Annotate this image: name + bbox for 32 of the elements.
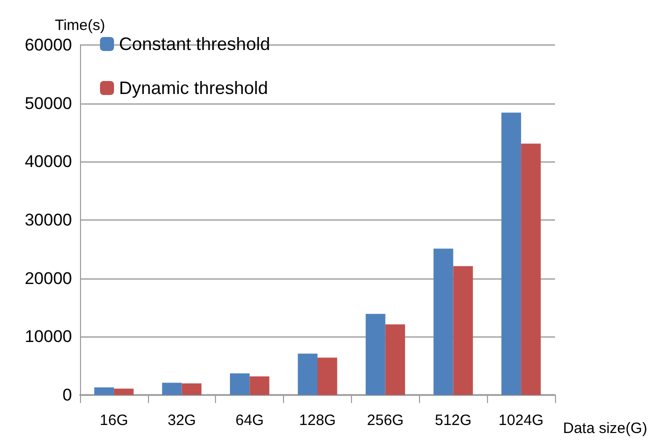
y-axis-title: Time(s) [54,17,106,34]
bar [230,373,250,395]
y-tick-label: 40000 [24,152,72,172]
x-tick-label: 32G [168,412,196,429]
bar [453,266,473,395]
legend-label: Dynamic threshold [119,78,268,98]
y-tick-label: 10000 [24,327,72,346]
y-tick-label: 30000 [24,210,72,230]
bar [366,314,386,395]
bar [501,112,522,395]
bar [434,248,454,395]
bar [298,354,318,395]
x-tick-label: 512G [434,412,472,429]
bar [162,382,182,395]
bar [114,388,134,395]
legend-label: Constant threshold [119,34,270,54]
bar [182,383,202,395]
y-tick-label: 50000 [24,94,72,113]
x-tick-label: 16G [100,412,128,429]
bar [521,144,541,395]
bar [318,358,338,395]
bar [385,324,406,395]
x-axis-title: Data size(G) [563,420,648,437]
bar [250,376,270,395]
x-tick-label: 128G [299,412,336,429]
x-tick-label: 256G [367,412,404,429]
y-tick-label: 20000 [24,268,72,288]
bar [94,387,114,395]
y-tick-label: 0 [62,386,72,404]
x-tick-label: 1024G [498,412,544,429]
x-tick-label: 64G [235,412,264,429]
y-tick-label: 60000 [24,36,72,54]
